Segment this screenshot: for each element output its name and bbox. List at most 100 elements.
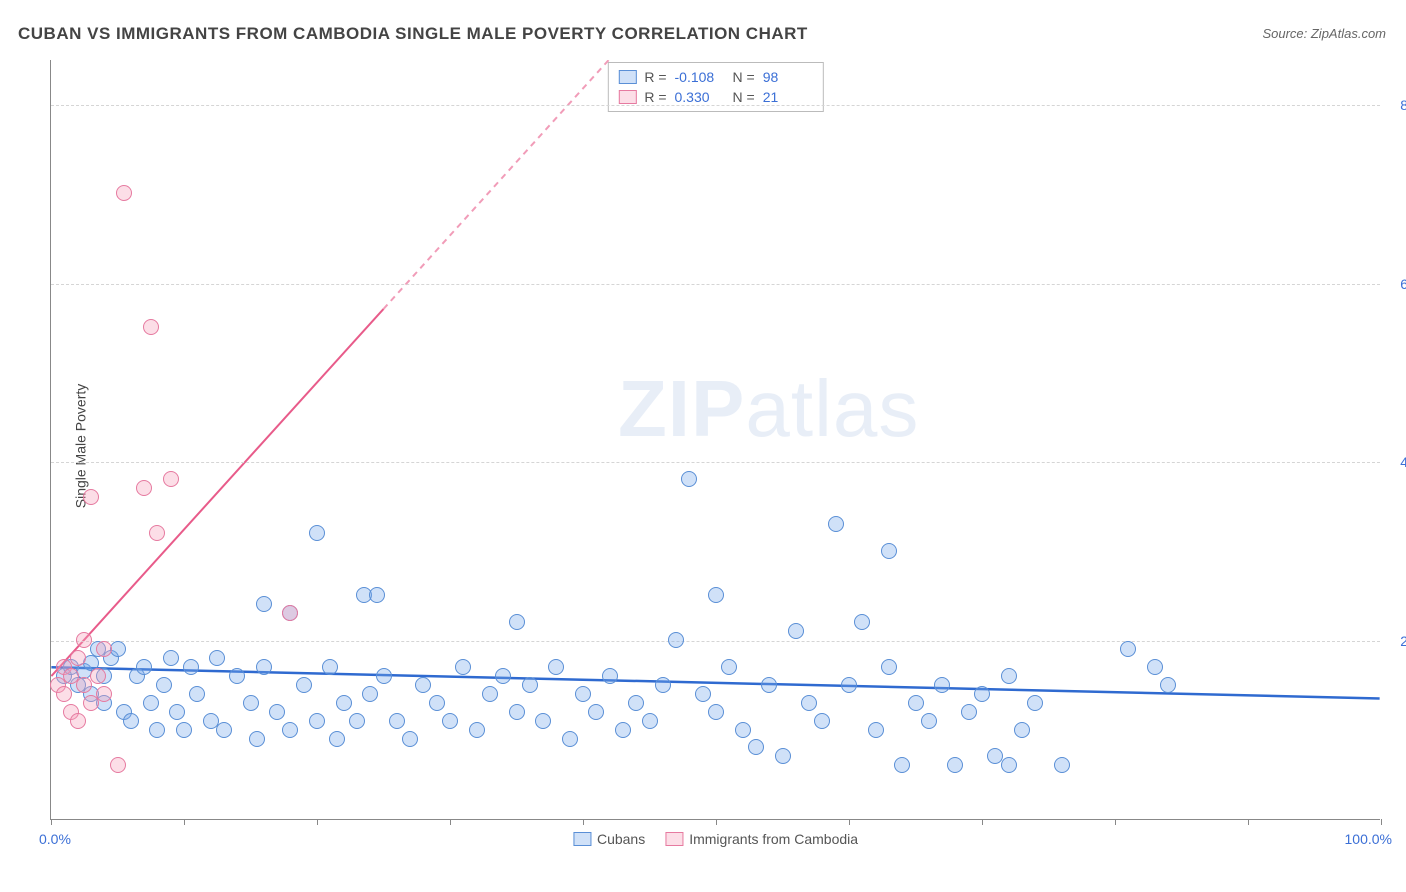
n-label: N = [733,89,755,105]
watermark: ZIPatlas [618,363,919,455]
data-point-cubans [721,659,737,675]
data-point-cubans [628,695,644,711]
data-point-cubans [495,668,511,684]
data-point-cubans [309,525,325,541]
data-point-cambodia [96,686,112,702]
data-point-cambodia [136,480,152,496]
x-axis-min-label: 0.0% [39,831,71,847]
legend-series: Cubans Immigrants from Cambodia [573,831,858,847]
data-point-cubans [735,722,751,738]
grid-line [51,462,1380,463]
data-point-cubans [149,722,165,738]
data-point-cubans [216,722,232,738]
data-point-cubans [509,614,525,630]
data-point-cubans [708,587,724,603]
data-point-cubans [1160,677,1176,693]
swatch-cubans [618,70,636,84]
data-point-cubans [136,659,152,675]
data-point-cubans [163,650,179,666]
data-point-cubans [269,704,285,720]
y-tick-label: 40.0% [1385,454,1406,470]
data-point-cubans [176,722,192,738]
data-point-cubans [123,713,139,729]
legend-item-cubans: Cubans [573,831,645,847]
data-point-cubans [429,695,445,711]
legend-item-cambodia: Immigrants from Cambodia [665,831,858,847]
data-point-cubans [934,677,950,693]
data-point-cubans [655,677,671,693]
data-point-cambodia [110,757,126,773]
data-point-cubans [369,587,385,603]
data-point-cubans [469,722,485,738]
swatch-cambodia-icon [665,832,683,846]
data-point-cubans [156,677,172,693]
r-label: R = [644,69,666,85]
data-point-cubans [681,471,697,487]
data-point-cubans [336,695,352,711]
data-point-cubans [947,757,963,773]
data-point-cubans [282,722,298,738]
legend-label-cambodia: Immigrants from Cambodia [689,831,858,847]
swatch-cambodia [618,90,636,104]
legend-label-cubans: Cubans [597,831,645,847]
data-point-cambodia [83,489,99,505]
data-point-cubans [229,668,245,684]
data-point-cubans [442,713,458,729]
data-point-cubans [376,668,392,684]
data-point-cubans [256,659,272,675]
swatch-cubans-icon [573,832,591,846]
r-label: R = [644,89,666,105]
data-point-cubans [1001,668,1017,684]
data-point-cubans [562,731,578,747]
data-point-cambodia [143,319,159,335]
x-tick [583,819,584,825]
data-point-cubans [881,543,897,559]
x-tick [1381,819,1382,825]
n-value-cambodia: 21 [763,89,813,105]
data-point-cubans [1120,641,1136,657]
data-point-cubans [509,704,525,720]
data-point-cubans [249,731,265,747]
data-point-cubans [415,677,431,693]
data-point-cambodia [149,525,165,541]
data-point-cubans [362,686,378,702]
data-point-cubans [309,713,325,729]
data-point-cubans [615,722,631,738]
chart-title: CUBAN VS IMMIGRANTS FROM CAMBODIA SINGLE… [18,24,808,44]
data-point-cubans [588,704,604,720]
x-tick [1115,819,1116,825]
data-point-cubans [482,686,498,702]
x-tick [51,819,52,825]
legend-row-cubans: R = -0.108 N = 98 [618,67,812,87]
data-point-cubans [854,614,870,630]
y-tick-label: 20.0% [1385,633,1406,649]
data-point-cubans [841,677,857,693]
n-value-cubans: 98 [763,69,813,85]
data-point-cubans [908,695,924,711]
x-tick [184,819,185,825]
data-point-cubans [775,748,791,764]
data-point-cubans [455,659,471,675]
data-point-cubans [575,686,591,702]
data-point-cambodia [70,713,86,729]
source-attribution: Source: ZipAtlas.com [1262,26,1386,41]
x-tick [1248,819,1249,825]
r-value-cambodia: 0.330 [675,89,725,105]
data-point-cubans [1147,659,1163,675]
data-point-cubans [256,596,272,612]
data-point-cambodia [76,632,92,648]
data-point-cubans [642,713,658,729]
data-point-cubans [881,659,897,675]
plot-area: ZIPatlas R = -0.108 N = 98 R = 0.330 N =… [50,60,1380,820]
grid-line [51,105,1380,106]
data-point-cubans [535,713,551,729]
x-tick [716,819,717,825]
data-point-cubans [296,677,312,693]
data-point-cambodia [282,605,298,621]
x-tick [982,819,983,825]
data-point-cubans [189,686,205,702]
data-point-cambodia [56,686,72,702]
data-point-cubans [522,677,538,693]
data-point-cubans [814,713,830,729]
data-point-cubans [329,731,345,747]
